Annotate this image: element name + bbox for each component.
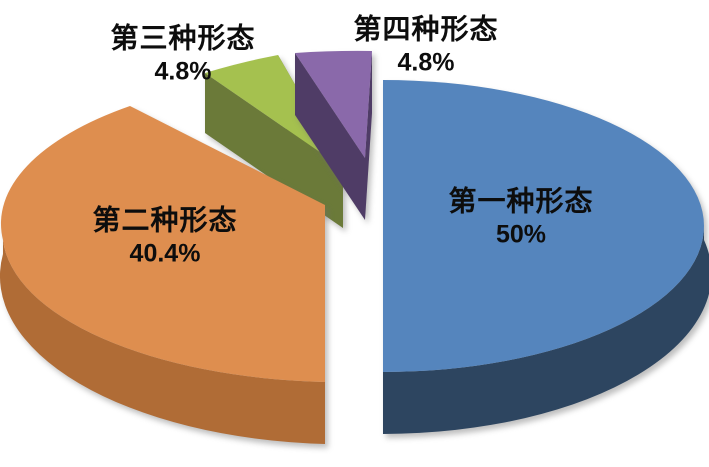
pie-slice-2 xyxy=(0,106,325,444)
pie-slice-4-side-2 xyxy=(295,53,365,220)
pie-slice-2-side-1 xyxy=(0,240,325,444)
pie-slice-3 xyxy=(205,55,343,228)
pie-slice-4-top xyxy=(295,50,372,158)
pie-slice-4 xyxy=(295,50,372,220)
pie-slice-2-top xyxy=(0,106,325,382)
pie-slice-3-top xyxy=(205,55,343,168)
pie-slice-1-side-1 xyxy=(383,226,709,434)
pie-slice-1 xyxy=(383,80,709,434)
pie-slice-4-side-1 xyxy=(365,51,372,220)
pie-slice-3-side-2 xyxy=(205,73,343,228)
pie-slice-1-top xyxy=(383,80,704,372)
